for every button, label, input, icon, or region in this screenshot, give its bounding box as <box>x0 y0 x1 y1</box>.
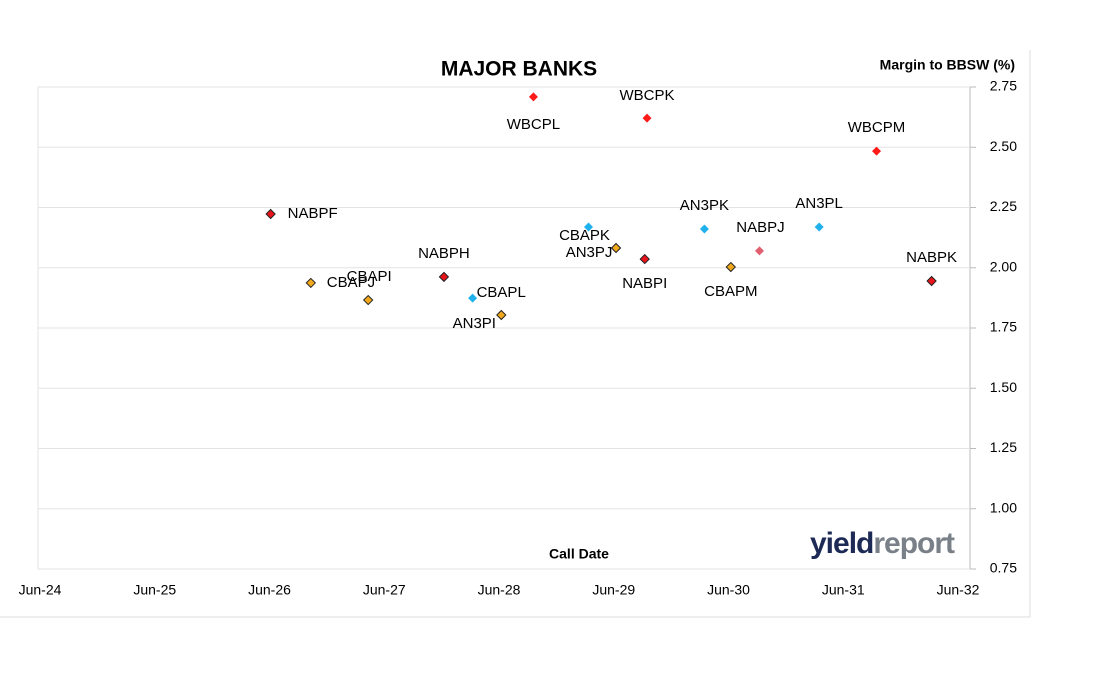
point <box>642 113 652 123</box>
point-label: NABPI <box>622 275 667 292</box>
point-label: AN3PJ <box>566 244 613 261</box>
point <box>528 92 538 102</box>
point-label: CBAPM <box>704 283 757 300</box>
point-label: CBAPL <box>477 284 526 301</box>
logo-part: yield <box>810 527 873 560</box>
point-label: NABPJ <box>736 219 784 236</box>
chart-title: MAJOR BANKS <box>441 58 597 81</box>
x-tick-label: Jun-32 <box>937 582 980 598</box>
point-label: WBCPK <box>620 87 675 104</box>
y-tick-label: 1.50 <box>990 379 1017 395</box>
logo: yieldreport <box>810 527 955 560</box>
point-label: AN3PI <box>453 315 496 332</box>
point-label: CBAPK <box>559 227 610 244</box>
y-tick-label: 2.75 <box>990 78 1017 94</box>
point-label: CBAPI <box>347 268 392 285</box>
y-tick-label: 1.00 <box>990 499 1017 515</box>
x-axis-title: Call Date <box>549 546 609 562</box>
point-label: WBCPL <box>507 116 560 133</box>
point-label: AN3PL <box>795 195 843 212</box>
x-tick-label: Jun-27 <box>363 582 406 598</box>
y-tick-label: 2.25 <box>990 198 1017 214</box>
point <box>814 222 824 232</box>
point-label: CBAPJ <box>327 274 375 291</box>
point <box>496 309 507 321</box>
y-tick-label: 1.25 <box>990 439 1017 455</box>
logo-part: report <box>873 527 955 560</box>
point <box>725 261 737 273</box>
x-tick-label: Jun-25 <box>133 582 176 598</box>
point <box>468 293 478 303</box>
x-tick-label: Jun-24 <box>19 582 62 598</box>
y-tick-label: 1.75 <box>990 319 1017 335</box>
point-label: NABPK <box>906 249 957 266</box>
point <box>610 242 622 254</box>
point <box>362 294 374 306</box>
y-axis-title: Margin to BBSW (%) <box>880 57 1015 73</box>
point-label: NABPF <box>288 205 338 222</box>
x-tick-label: Jun-29 <box>592 582 635 598</box>
point-label: AN3PK <box>680 197 729 214</box>
point <box>639 253 650 265</box>
point-label: NABPH <box>418 245 470 262</box>
y-tick-label: 0.75 <box>990 560 1017 576</box>
y-tick-label: 2.00 <box>990 258 1017 274</box>
point <box>438 271 450 283</box>
x-tick-label: Jun-31 <box>822 582 865 598</box>
x-tick-label: Jun-28 <box>478 582 521 598</box>
point <box>305 277 317 289</box>
point <box>265 208 276 220</box>
point <box>754 246 764 256</box>
x-tick-label: Jun-30 <box>707 582 750 598</box>
point <box>584 222 594 232</box>
point <box>872 146 882 156</box>
point-label: WBCPM <box>848 119 906 136</box>
y-tick-label: 2.50 <box>990 138 1017 154</box>
point <box>699 224 709 234</box>
point <box>926 275 937 287</box>
x-tick-label: Jun-26 <box>248 582 291 598</box>
